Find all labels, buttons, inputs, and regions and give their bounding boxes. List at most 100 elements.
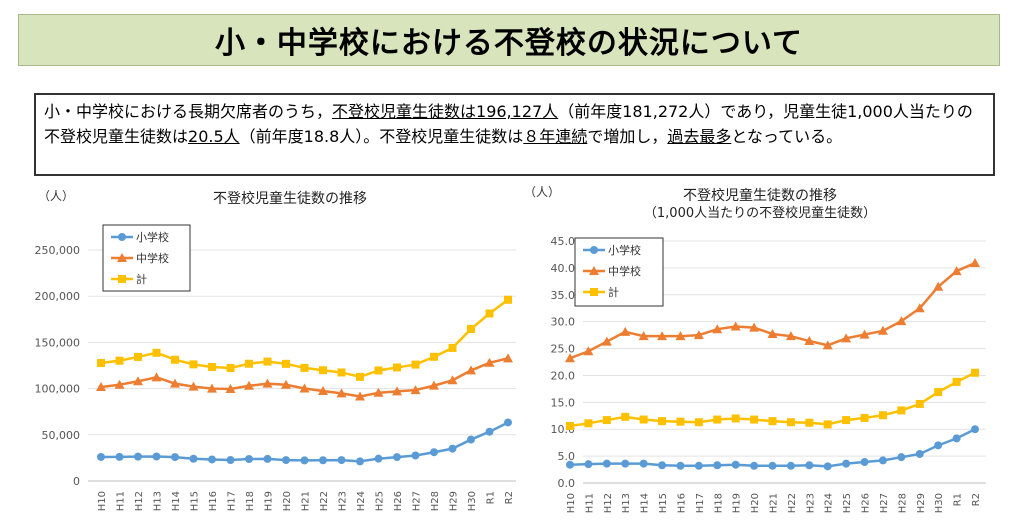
data-point bbox=[896, 316, 907, 326]
legend-label: 計 bbox=[136, 272, 147, 286]
x-tick-label: R1 bbox=[486, 491, 497, 504]
legend-label: 小学校 bbox=[136, 230, 169, 244]
data-point bbox=[804, 336, 815, 346]
data-point bbox=[244, 380, 254, 390]
y-tick-label: 30.0 bbox=[551, 316, 576, 329]
legend-label: 小学校 bbox=[608, 243, 641, 257]
summary-highlight: 不登校児童生徒数は196,127人 bbox=[332, 102, 559, 121]
data-point bbox=[151, 372, 162, 382]
data-point bbox=[356, 457, 364, 466]
series-3 bbox=[566, 368, 979, 430]
chart-title: 不登校児童生徒数の推移 bbox=[213, 190, 367, 207]
x-tick-label: H26 bbox=[861, 493, 872, 513]
y-tick-label: 35.0 bbox=[551, 289, 576, 302]
x-tick-label: H21 bbox=[769, 493, 780, 513]
data-point bbox=[971, 425, 979, 434]
chart-title: 不登校児童生徒数の推移 bbox=[683, 187, 837, 204]
data-point bbox=[503, 353, 513, 363]
data-point bbox=[171, 453, 179, 462]
series-2 bbox=[96, 353, 513, 401]
data-point bbox=[730, 321, 741, 331]
data-point bbox=[767, 329, 778, 339]
data-point bbox=[467, 324, 475, 333]
x-tick-label: H30 bbox=[934, 493, 945, 513]
data-point bbox=[410, 385, 421, 395]
data-point bbox=[485, 309, 494, 318]
x-tick-label: H14 bbox=[640, 493, 651, 513]
data-point bbox=[97, 359, 105, 368]
data-point bbox=[878, 456, 887, 465]
data-point bbox=[467, 435, 475, 444]
data-point bbox=[118, 275, 126, 283]
data-point bbox=[785, 331, 796, 341]
data-point bbox=[189, 360, 198, 369]
data-point bbox=[263, 357, 272, 366]
data-point bbox=[621, 459, 630, 468]
data-point bbox=[897, 453, 906, 462]
y-tick-label: 200,000 bbox=[35, 290, 81, 303]
data-point bbox=[337, 456, 346, 465]
data-point bbox=[97, 452, 105, 461]
data-point bbox=[114, 379, 125, 389]
data-point bbox=[393, 453, 401, 462]
x-tick-label: H29 bbox=[916, 493, 927, 513]
summary-text: （前年度18.8人）。不登校児童生徒数は bbox=[239, 127, 524, 146]
data-point bbox=[170, 378, 180, 388]
data-point bbox=[208, 455, 216, 464]
summary-text: となっている。 bbox=[731, 127, 843, 146]
data-point bbox=[189, 454, 198, 463]
data-point bbox=[731, 460, 740, 469]
x-tick-label: H16 bbox=[208, 491, 219, 511]
data-point bbox=[262, 378, 273, 388]
data-point bbox=[915, 399, 924, 408]
data-point bbox=[877, 325, 888, 335]
data-point bbox=[786, 418, 795, 427]
summary-box: 小・中学校における長期欠席者のうち，不登校児童生徒数は196,127人 （前年度1… bbox=[34, 93, 995, 176]
chart-subtitle: （1,000人当たりの不登校児童生徒数） bbox=[644, 205, 876, 221]
data-point bbox=[188, 381, 199, 391]
data-point bbox=[971, 368, 979, 377]
y-axis-unit: （人） bbox=[524, 185, 560, 199]
data-point bbox=[282, 359, 290, 368]
y-tick-label: 50,000 bbox=[42, 429, 81, 442]
data-point bbox=[842, 416, 851, 425]
x-tick-label: H18 bbox=[245, 491, 256, 511]
data-point bbox=[152, 348, 161, 357]
data-point bbox=[356, 372, 364, 381]
chart-2: （人） 不登校児童生徒数の推移（1,000人当たりの不登校児童生徒数） 0.0 5.0… bbox=[524, 185, 986, 513]
x-tick-label: H13 bbox=[153, 491, 164, 511]
data-point bbox=[590, 288, 598, 296]
data-point bbox=[676, 417, 685, 426]
x-tick-label: H27 bbox=[879, 493, 890, 513]
data-point bbox=[355, 391, 365, 401]
series-line bbox=[569, 428, 976, 468]
summary-text: で増加し， bbox=[587, 127, 668, 146]
y-tick-label: 25.0 bbox=[551, 343, 576, 356]
data-point bbox=[152, 452, 161, 461]
y-tick-label: 0.0 bbox=[558, 477, 576, 490]
summary-highlight: ８年連続 bbox=[523, 127, 588, 146]
data-point bbox=[620, 326, 631, 336]
data-point bbox=[484, 357, 495, 367]
data-point bbox=[300, 363, 309, 372]
data-point bbox=[566, 421, 574, 430]
data-point bbox=[583, 346, 594, 356]
x-tick-label: H11 bbox=[116, 491, 127, 511]
data-point bbox=[134, 352, 142, 361]
x-tick-label: H29 bbox=[449, 491, 460, 511]
y-axis-unit: （人） bbox=[38, 189, 74, 203]
legend-label: 中学校 bbox=[608, 264, 641, 278]
x-tick-label: H13 bbox=[621, 493, 632, 513]
data-point bbox=[805, 461, 814, 470]
x-tick-label: H12 bbox=[603, 493, 614, 513]
summary-text: 小・中学校における長期欠席者のうち， bbox=[44, 102, 333, 121]
data-point bbox=[430, 352, 438, 361]
data-point bbox=[768, 417, 777, 426]
data-point bbox=[584, 460, 593, 469]
y-tick-label: 5.0 bbox=[558, 450, 576, 463]
data-point bbox=[693, 330, 704, 340]
x-tick-label: H17 bbox=[695, 493, 706, 513]
data-point bbox=[565, 353, 575, 363]
